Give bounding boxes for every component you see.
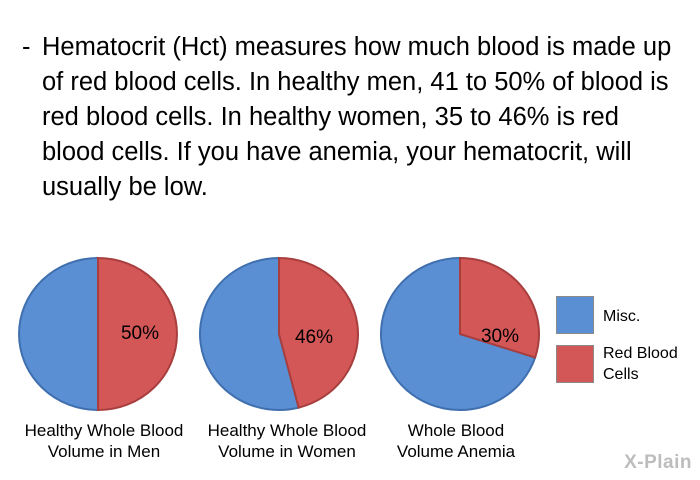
pie-data-label-anemia: 30% xyxy=(480,326,520,347)
pie-slice-rbc-men xyxy=(97,256,178,412)
bullet-dash: - xyxy=(22,33,31,61)
caption-anemia: Whole Blood Volume Anemia xyxy=(356,420,556,462)
legend-label-rbc-line2: Cells xyxy=(603,366,639,383)
pie-slice-rbc-anemia xyxy=(459,256,540,359)
intro-paragraph: - Hematocrit (Hct) measures how much blo… xyxy=(22,30,682,205)
legend-swatch-misc xyxy=(556,296,594,334)
xplain-logo: X-Plain xyxy=(624,452,692,473)
caption-women-line1: Healthy Whole Blood xyxy=(207,421,367,440)
caption-men: Healthy Whole Blood Volume in Men xyxy=(4,420,204,462)
pie-data-label-men: 50% xyxy=(120,323,160,344)
pie-chart-men: 50% xyxy=(14,256,184,416)
pie-slice-misc-women xyxy=(199,256,300,411)
caption-men-line2: Volume in Men xyxy=(47,442,161,461)
caption-men-line1: Healthy Whole Blood xyxy=(24,421,184,440)
pie-svg-men xyxy=(18,256,178,412)
pie-slice-misc-men xyxy=(18,256,99,412)
pie-chart-women: 46% xyxy=(195,256,365,416)
pie-slice-misc-anemia xyxy=(380,256,537,411)
pie-slice-rbc-women xyxy=(278,256,359,409)
legend-label-rbc: Red Blood Cells xyxy=(603,343,700,385)
pie-svg-anemia xyxy=(380,256,540,411)
caption-women: Healthy Whole Blood Volume in Women xyxy=(187,420,387,462)
legend-label-rbc-line1: Red Blood xyxy=(603,345,678,362)
pie-svg-women xyxy=(199,256,359,411)
caption-anemia-line2: Volume Anemia xyxy=(396,442,516,461)
pie-chart-anemia: 30% xyxy=(376,256,546,416)
intro-text: Hematocrit (Hct) measures how much blood… xyxy=(42,33,672,201)
pie-data-label-women: 46% xyxy=(294,327,334,348)
caption-women-line2: Volume in Women xyxy=(218,442,356,461)
caption-anemia-line1: Whole Blood xyxy=(407,421,505,440)
legend-label-misc: Misc. xyxy=(603,308,641,325)
legend-swatch-rbc xyxy=(556,345,594,383)
